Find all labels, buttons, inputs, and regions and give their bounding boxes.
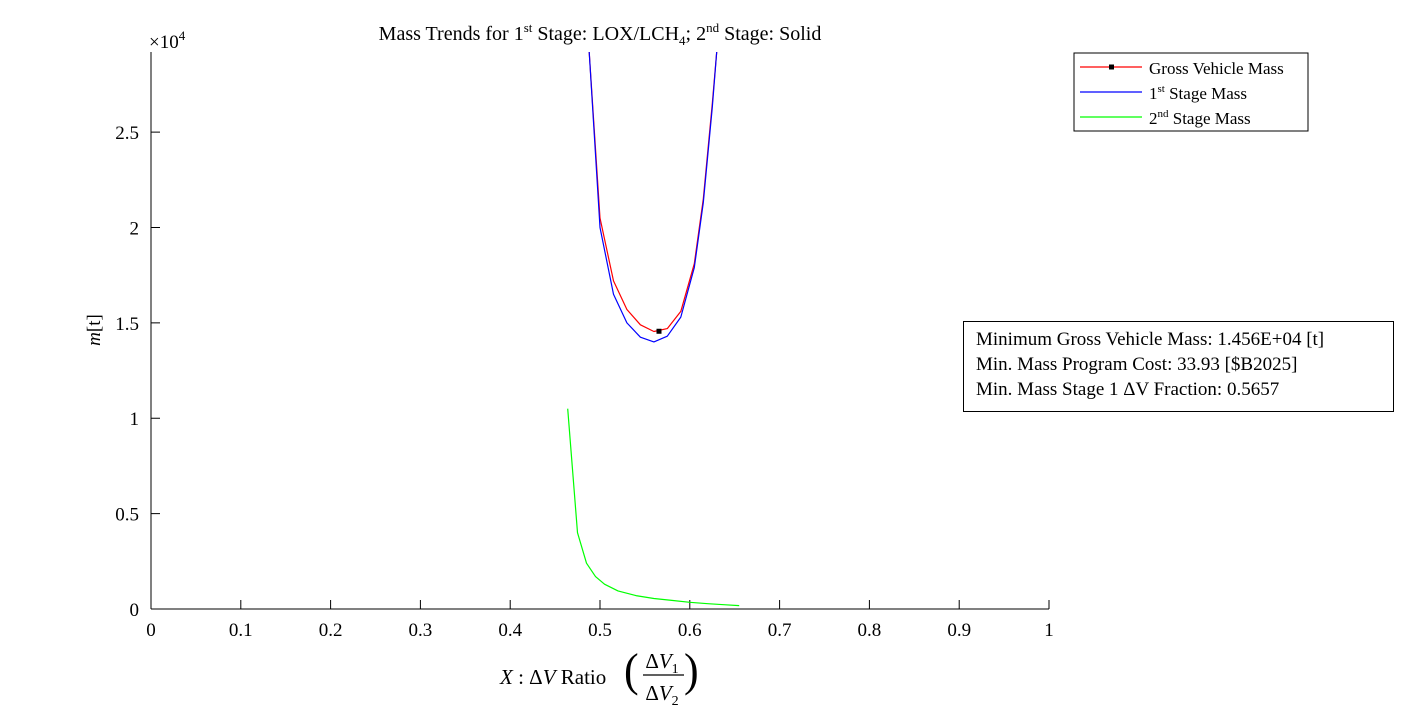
minimum-mass-annotation-box: Minimum Gross Vehicle Mass: 1.456E+04 [t… xyxy=(963,321,1394,412)
y-tick-label: 2.5 xyxy=(115,123,139,144)
legend: Gross Vehicle Mass 1st Stage Mass 2nd St… xyxy=(1073,52,1309,132)
x-tick-label: 1 xyxy=(1044,620,1054,641)
legend-item-1st-stage-mass: 1st Stage Mass xyxy=(1080,83,1247,103)
x-tick-label: 0.1 xyxy=(229,620,253,641)
x-axis-ticks: 0 0.1 0.2 0.3 0.4 0.5 0.6 0.7 0.8 0.9 1 xyxy=(146,600,1054,641)
svg-text:ΔV2: ΔV2 xyxy=(645,681,678,709)
x-tick-label: 0.9 xyxy=(947,620,971,641)
series-line-2nd-stage-mass xyxy=(567,408,740,607)
series-line-gross-vehicle-mass xyxy=(588,52,718,333)
annotation-stage1-fraction: Min. Mass Stage 1 ΔV Fraction: 0.5657 xyxy=(976,379,1280,400)
marker-layer xyxy=(656,328,662,334)
y-axis-ticks: 0 0.5 1 1.5 2 2.5 xyxy=(115,123,160,621)
x-tick-label: 0.7 xyxy=(768,620,792,641)
x-tick-label: 0 xyxy=(146,620,156,641)
min-gross-mass-marker xyxy=(656,328,662,334)
x-tick-label: 0.8 xyxy=(858,620,882,641)
x-axis-label: X : ΔV Ratio ( ΔV1 ΔV2 ) xyxy=(499,645,699,709)
y-tick-label: 0.5 xyxy=(115,505,139,526)
legend-label-1st-stage-mass: 1st Stage Mass xyxy=(1149,83,1247,103)
legend-marker-gross-vehicle-mass xyxy=(1109,64,1114,70)
y-tick-label: 1 xyxy=(130,409,140,430)
y-axis-label: m[t] xyxy=(84,314,105,346)
legend-label-gross-vehicle-mass: Gross Vehicle Mass xyxy=(1149,59,1284,78)
x-tick-label: 0.2 xyxy=(319,620,343,641)
y-tick-label: 0 xyxy=(130,600,140,621)
x-tick-label: 0.6 xyxy=(678,620,702,641)
x-tick-label: 0.4 xyxy=(498,620,522,641)
y-tick-label: 1.5 xyxy=(115,314,139,335)
chart-title: Mass Trends for 1st Stage: LOX/LCH4; 2nd… xyxy=(379,20,822,48)
y-axis-exponent: ×104 xyxy=(149,28,186,53)
legend-item-2nd-stage-mass: 2nd Stage Mass xyxy=(1080,108,1251,128)
y-tick-label: 2 xyxy=(130,218,140,239)
legend-item-gross-vehicle-mass: Gross Vehicle Mass xyxy=(1080,59,1284,78)
x-tick-label: 0.5 xyxy=(588,620,612,641)
svg-text:X : ΔV Ratio: X : ΔV Ratio xyxy=(499,665,606,689)
svg-text:(: ( xyxy=(624,645,639,696)
series-layer xyxy=(567,52,740,607)
svg-text:ΔV1: ΔV1 xyxy=(645,649,678,677)
annotation-min-gross-mass: Minimum Gross Vehicle Mass: 1.456E+04 [t… xyxy=(976,329,1325,350)
series-line-1st-stage-mass xyxy=(588,52,718,343)
x-tick-label: 0.3 xyxy=(409,620,433,641)
legend-label-2nd-stage-mass: 2nd Stage Mass xyxy=(1149,108,1251,128)
annotation-program-cost: Min. Mass Program Cost: 33.93 [$B2025] xyxy=(976,354,1298,375)
svg-text:): ) xyxy=(684,645,699,696)
